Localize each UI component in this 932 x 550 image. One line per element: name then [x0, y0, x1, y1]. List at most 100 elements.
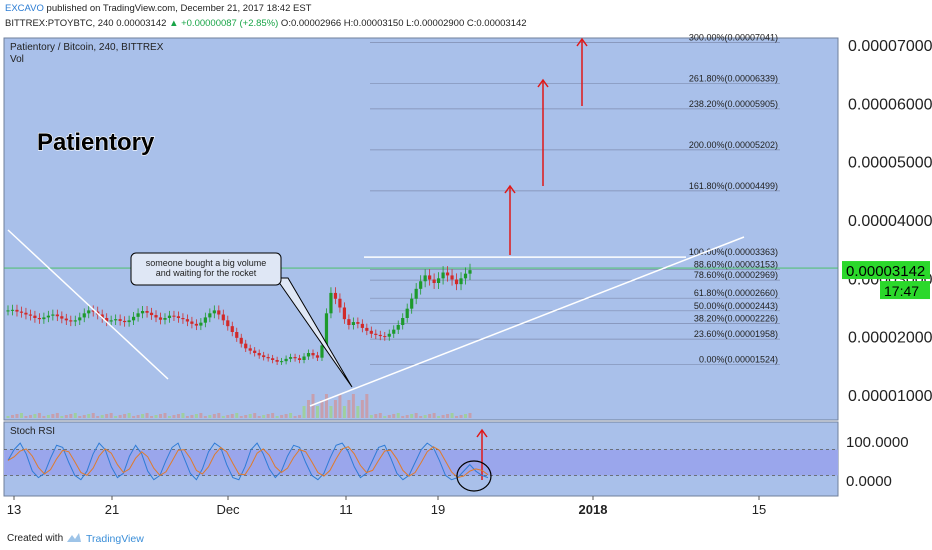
volume-bar [244, 415, 248, 418]
candle-body [396, 325, 400, 330]
volume-bar [396, 413, 400, 418]
candle-body [423, 275, 427, 282]
candle-body [190, 321, 194, 324]
volume-bar [208, 415, 212, 418]
y-tick-label: 0.00005000 [848, 155, 932, 172]
author-link[interactable]: EXCAVO [5, 3, 44, 14]
stoch-arrow-head [476, 428, 488, 438]
volume-bar [338, 394, 342, 418]
target-arrow-1-head [504, 184, 516, 194]
volume-bar [441, 415, 445, 418]
candle-body [414, 288, 418, 299]
volume-bar [100, 415, 104, 418]
uptrend-line [309, 236, 745, 407]
chart-subtitle: Vol [10, 54, 24, 65]
volume-bar [127, 413, 131, 418]
candle-body [266, 357, 270, 359]
candle-body [297, 358, 302, 360]
volume-bar [159, 414, 163, 418]
candle-body [78, 317, 82, 321]
candle-body [253, 350, 257, 353]
candle-body [445, 272, 450, 276]
price-chart[interactable]: 0.00007000 0.00006000 0.00005000 0.00004000… [0, 34, 932, 526]
volume-bar [459, 415, 463, 418]
candle-body [10, 309, 15, 311]
fib-level-label: 50.00%(0.00002443) [694, 301, 778, 311]
volume-bar [378, 413, 382, 418]
candle-body [315, 355, 320, 358]
candle-body [105, 318, 109, 322]
candle-body [100, 314, 104, 318]
candle-body [401, 318, 405, 325]
target-arrow-2-head [537, 78, 549, 88]
volume-bar [284, 414, 288, 418]
volume-bar [33, 414, 37, 418]
volume-bar [10, 415, 14, 418]
candle-body [280, 361, 284, 363]
volume-bar [181, 413, 185, 418]
candle-body [185, 319, 190, 322]
countdown-label: 17:47 [884, 283, 919, 299]
downtrend-line [7, 229, 169, 380]
candle-body [302, 356, 306, 360]
stoch-k-line [7, 442, 489, 481]
volume-bar [150, 416, 154, 418]
candle-body [441, 272, 445, 279]
volume-bar [105, 414, 109, 418]
volume-bar [320, 400, 324, 418]
candle-body [383, 336, 387, 338]
candle-body [235, 332, 239, 338]
candle-body [6, 310, 10, 312]
volume-bar [257, 416, 261, 418]
symbol-line: BITTREX:PTOYBTC, 240 0.00003142 ▲ +0.000… [5, 18, 527, 29]
candle-body [51, 314, 55, 316]
chart-footer: Created with TradingView [0, 526, 932, 550]
candle-body [387, 333, 391, 337]
candle-body [293, 357, 297, 359]
volume-bar [194, 414, 198, 418]
volume-bar [333, 400, 337, 418]
volume-bar [82, 415, 86, 418]
candle-body [73, 320, 77, 322]
volume-bar [118, 415, 122, 418]
candle-body [176, 316, 181, 318]
y-tick-label: 0.00007000 [848, 38, 932, 55]
candle-body [55, 314, 59, 317]
volume-bar [275, 416, 279, 418]
candle-body [69, 320, 73, 322]
x-tick-label: 19 [431, 502, 445, 517]
tradingview-brand[interactable]: TradingView [86, 533, 144, 545]
candle-body [145, 311, 149, 313]
candle-body [154, 315, 158, 318]
candle-body [217, 310, 221, 315]
volume-bar [383, 416, 387, 418]
candle-body [324, 313, 329, 346]
volume-bar [455, 416, 459, 418]
symbol-text: BITTREX:PTOYBTC, 240 0.00003142 [5, 18, 167, 29]
target-arrow-3-head [576, 37, 588, 47]
candle-body [262, 355, 266, 358]
candle-body [118, 319, 122, 321]
candle-body [82, 313, 86, 318]
volume-bar [87, 414, 91, 418]
candle-body [87, 310, 91, 314]
volume-bar [37, 413, 41, 418]
candle-body [432, 279, 436, 283]
stoch-y-tick-label: 0.0000 [846, 473, 892, 490]
x-tick-label: 11 [339, 502, 353, 517]
candle-body [140, 311, 145, 314]
volume-bar [109, 413, 113, 418]
volume-bar [432, 413, 436, 418]
candle-body [149, 312, 154, 316]
volume-bar [374, 414, 378, 418]
volume-bar [280, 415, 284, 418]
volume-bar [401, 416, 405, 418]
volume-bar [132, 416, 136, 418]
candle-body [347, 319, 351, 325]
candle-body [221, 314, 225, 321]
candle-body [450, 275, 454, 280]
candle-body [428, 275, 432, 280]
volume-bar [15, 414, 19, 418]
volume-bar [51, 414, 55, 418]
candle-body [365, 327, 369, 331]
